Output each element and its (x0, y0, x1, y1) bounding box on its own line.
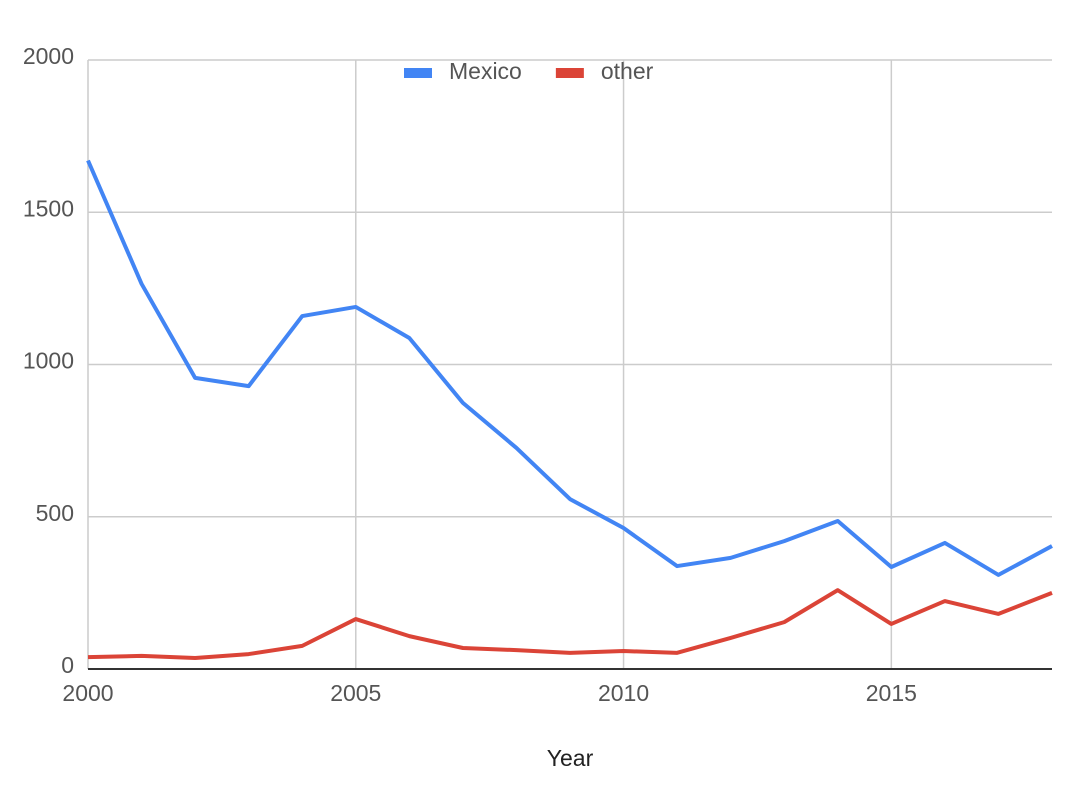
legend-swatch (555, 68, 584, 78)
line-series (86, 159, 1053, 577)
y-tick-label: 500 (36, 500, 74, 526)
y-tick-label: 0 (61, 652, 74, 678)
y-tick-label: 1000 (23, 348, 74, 374)
legend-swatch (404, 68, 432, 78)
legend-label: other (601, 58, 654, 84)
y-tick-label: 2000 (23, 43, 74, 69)
x-tick-label: 2010 (598, 680, 649, 706)
legend-label: Mexico (449, 58, 522, 84)
x-tick-label: 2000 (62, 680, 113, 706)
x-axis-label: Year (547, 745, 594, 771)
x-tick-label: 2005 (330, 680, 381, 706)
x-tick-label: 2015 (866, 680, 917, 706)
y-tick-label: 1500 (23, 195, 74, 221)
line-series (87, 588, 1053, 661)
